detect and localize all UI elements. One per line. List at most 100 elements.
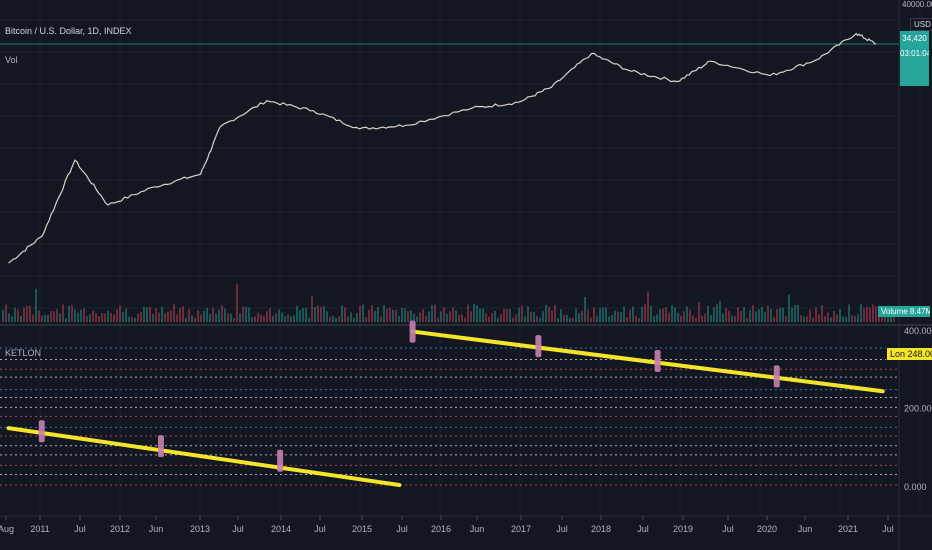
volume-bar (278, 309, 280, 322)
volume-bar (470, 311, 472, 322)
volume-bar (530, 311, 532, 322)
volume-bar (839, 309, 841, 322)
volume-bar (113, 314, 115, 322)
volume-bar (89, 314, 91, 322)
symbol-title[interactable]: Bitcoin / U.S. Dollar, 1D, INDEX (5, 26, 132, 36)
volume-bar (689, 309, 691, 322)
volume-bar (317, 305, 319, 322)
volume-bar (212, 308, 214, 322)
time-axis-label: Aug (0, 524, 14, 534)
volume-bar (170, 310, 172, 322)
time-axis-label: 2021 (838, 524, 858, 534)
volume-bar (287, 314, 289, 322)
volume-bar (104, 313, 106, 322)
time-axis-label: Jul (882, 524, 894, 534)
volume-bar (755, 311, 757, 322)
volume-bar (842, 316, 844, 322)
volume-bar (854, 315, 856, 322)
volume-bar (35, 288, 37, 322)
volume-bar (734, 316, 736, 322)
indicator-marker (773, 365, 780, 388)
time-axis-label: Jul (232, 524, 244, 534)
volume-bar (497, 317, 499, 322)
volume-bar (518, 307, 520, 322)
volume-bar (374, 310, 376, 322)
volume-bar (494, 310, 496, 322)
volume-bar (539, 317, 541, 322)
volume-bar (650, 306, 652, 322)
volume-bar (191, 315, 193, 322)
volume-bar (164, 313, 166, 322)
volume-bar (779, 307, 781, 322)
volume-bar (545, 304, 547, 322)
volume-bar (410, 310, 412, 322)
volume-bar (107, 310, 109, 322)
volume-bar (488, 316, 490, 322)
time-axis-label: Jun (149, 524, 164, 534)
volume-bar (371, 305, 373, 322)
volume-bar (671, 305, 673, 322)
volume-bar (503, 308, 505, 322)
volume-bar (23, 307, 25, 322)
volume-bar (431, 304, 433, 322)
volume-bar (206, 308, 208, 322)
volume-bar (26, 305, 28, 322)
volume-bar (359, 305, 361, 322)
volume-bar (677, 312, 679, 322)
volume-bar (605, 307, 607, 322)
volume-bar (578, 312, 580, 322)
volume-bar (368, 309, 370, 322)
volume-bar (233, 317, 235, 322)
time-axis-label: 2015 (352, 524, 372, 534)
volume-bar (239, 313, 241, 322)
volume-bar (647, 291, 649, 322)
volume-bar (713, 307, 715, 322)
volume-bar (710, 315, 712, 322)
volume-bar (749, 309, 751, 322)
volume-bar (98, 315, 100, 322)
volume-bar (197, 310, 199, 322)
volume-bar (542, 311, 544, 322)
volume-bar (632, 306, 634, 322)
volume-bar (620, 312, 622, 322)
volume-bar (692, 315, 694, 322)
volume-bar (581, 310, 583, 322)
indicator-marker (409, 320, 416, 343)
indicator-trend-line (6, 426, 402, 488)
currency-badge: USD (910, 18, 932, 31)
volume-bar (731, 315, 733, 322)
volume-bar (800, 315, 802, 322)
time-axis-label: 2012 (110, 524, 130, 534)
last-price-value: 34,420 (902, 34, 927, 43)
volume-bar (59, 313, 61, 322)
volume-bar (131, 317, 133, 322)
volume-bar (722, 313, 724, 322)
volume-bar (305, 307, 307, 322)
volume-bar (509, 309, 511, 322)
volume-bar (344, 307, 346, 322)
time-axis-label: 2020 (757, 524, 777, 534)
volume-bar (194, 317, 196, 322)
volume-bar (143, 306, 145, 322)
volume-bar (704, 313, 706, 322)
volume-bar (551, 310, 553, 322)
volume-bar (215, 313, 217, 322)
volume-bar (686, 306, 688, 322)
volume-bar (95, 313, 97, 322)
volume-bar (482, 308, 484, 322)
volume-bar (428, 311, 430, 322)
volume-legend-label[interactable]: Vol (5, 55, 18, 65)
time-axis-label: Jul (314, 524, 326, 534)
volume-bar (407, 310, 409, 322)
volume-bar (560, 309, 562, 322)
volume-bar (53, 311, 55, 322)
volume-bar (347, 316, 349, 322)
volume-bar (11, 316, 13, 322)
volume-bar (266, 311, 268, 322)
volume-bar (626, 317, 628, 322)
volume-bar (818, 314, 820, 322)
volume-bar (413, 313, 415, 322)
indicator-legend-label[interactable]: KETLON (5, 348, 42, 358)
indicator-marker (654, 350, 661, 373)
